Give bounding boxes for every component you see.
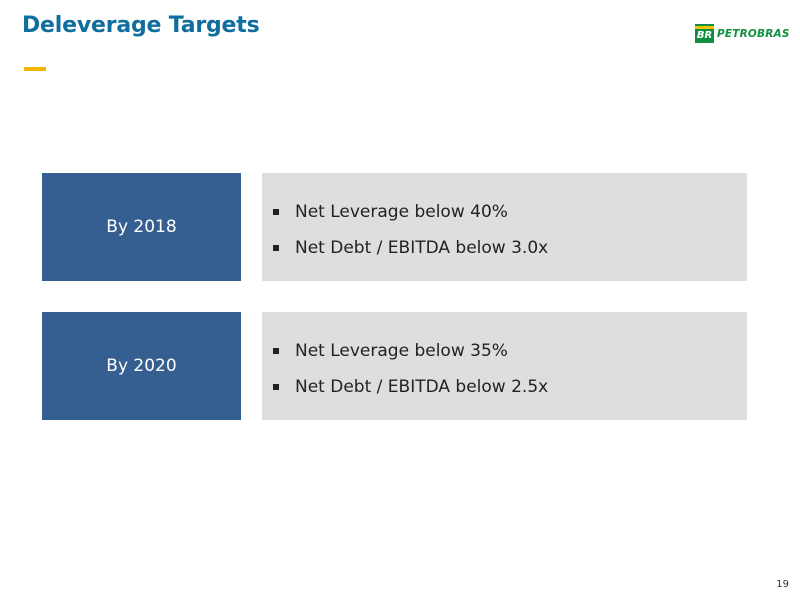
list-item-text: Net Debt / EBITDA below 2.5x [295,377,549,397]
list-item: Net Debt / EBITDA below 2.5x [262,377,747,397]
target-label-2018: By 2018 [42,173,241,281]
slide-title: Deleverage Targets [22,13,260,38]
list-item: Net Leverage below 40% [262,202,747,222]
target-box-2018: Net Leverage below 40% Net Debt / EBITDA… [262,173,747,281]
list-item: Net Leverage below 35% [262,341,747,361]
list-item-text: Net Leverage below 40% [295,202,508,222]
list-item-text: Net Debt / EBITDA below 3.0x [295,238,549,258]
page-number: 19 [776,579,789,590]
logo-mark: BR [695,24,714,43]
square-bullet-icon [273,384,279,390]
square-bullet-icon [273,348,279,354]
list-item: Net Debt / EBITDA below 3.0x [262,238,747,258]
target-list-2018: Net Leverage below 40% Net Debt / EBITDA… [262,202,747,258]
logo-mark-text: BR [696,30,713,41]
target-label-2020: By 2020 [42,312,241,420]
list-item-text: Net Leverage below 35% [295,341,508,361]
target-box-2020: Net Leverage below 35% Net Debt / EBITDA… [262,312,747,420]
square-bullet-icon [273,209,279,215]
logo-mark-bar [695,26,714,29]
logo-name: PETROBRAS [717,27,790,40]
target-list-2020: Net Leverage below 35% Net Debt / EBITDA… [262,341,747,397]
square-bullet-icon [273,245,279,251]
title-accent-bar [24,67,46,71]
petrobras-logo: BR PETROBRAS [695,24,790,43]
